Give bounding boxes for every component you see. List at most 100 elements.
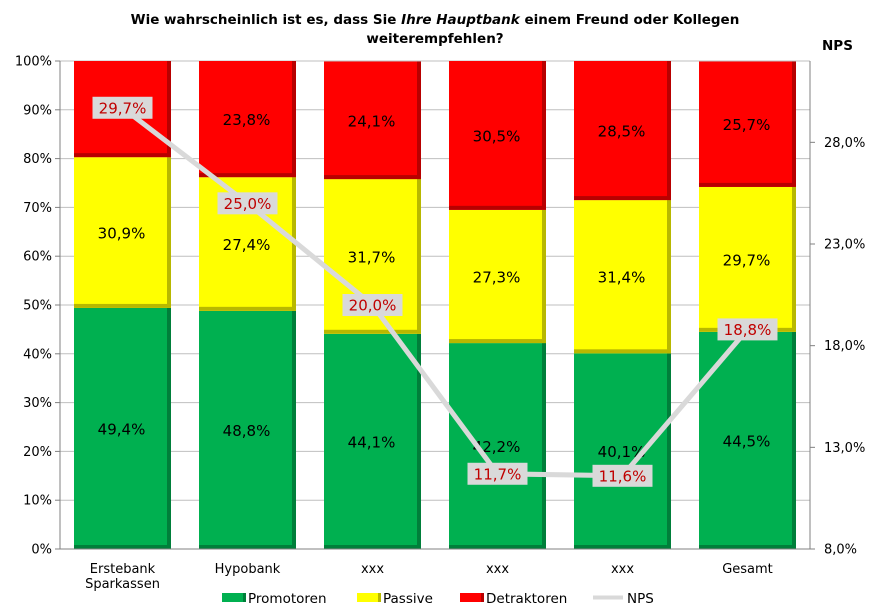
bar-segment-bottom-shade	[324, 545, 417, 549]
data-label: 44,5%	[723, 432, 771, 450]
bar-segment-bottom-shade	[199, 306, 292, 311]
chart-title-line-1: Wie wahrscheinlich ist es, dass Sie Ihre…	[131, 12, 740, 28]
bar-segment-promotoren	[574, 353, 671, 549]
bar-segment-promotoren	[449, 343, 546, 549]
data-label: 25,7%	[723, 116, 771, 134]
y-tick-label: 100%	[15, 55, 52, 70]
bar-segment-bottom-shade	[199, 173, 292, 178]
bar-segment-side-shade	[292, 61, 296, 178]
bar-segment-bottom-shade	[74, 303, 167, 308]
y-tick-label: 30%	[23, 396, 52, 411]
chart-title-line-2: weiterempfehlen?	[366, 31, 503, 47]
bar-segment-side-shade	[417, 61, 421, 180]
x-tick-label: Hypobank	[215, 562, 281, 577]
y2-tick-label: 18,0%	[824, 339, 865, 354]
y-tick-label: 0%	[31, 543, 52, 558]
y-tick-label: 60%	[23, 250, 52, 265]
nps-line-layer: 29,7% 25,0% 20,0% 11,7% 11,6% 18,8%	[92, 96, 778, 487]
bar-segment-side-shade	[542, 343, 546, 549]
bar-segment-bottom-shade	[574, 196, 667, 201]
y2-tick-label: 28,0%	[824, 136, 865, 151]
nps-data-label: 20,0%	[349, 297, 397, 315]
y2-tick-label: 13,0%	[824, 441, 865, 456]
y2-tick-label: 8,0%	[824, 543, 857, 558]
bar-segment-side-shade	[792, 61, 796, 187]
bar-segment-bottom-shade	[449, 205, 542, 210]
bar-segment-side-shade	[667, 353, 671, 549]
bar-segment-bottom-shade	[449, 545, 542, 549]
data-label: 31,4%	[598, 269, 646, 287]
nps-data-label: 25,0%	[224, 195, 272, 213]
legend-label: Detraktoren	[486, 591, 567, 607]
legend-swatch-promotoren	[222, 593, 246, 602]
bar-segment-detraktoren	[574, 61, 671, 201]
y-tick-label: 10%	[23, 494, 52, 509]
legend-label: NPS	[627, 591, 654, 607]
data-label: 31,7%	[348, 248, 396, 266]
axes: 0% 10% 20% 30% 40% 50% 60% 70% 80% 90% 100% 8,0% 13,…	[15, 55, 865, 593]
nps-data-label: 29,7%	[99, 99, 147, 117]
bar-segment-side-shade	[292, 310, 296, 549]
data-label: 27,4%	[223, 236, 271, 254]
data-label: 28,5%	[598, 123, 646, 141]
nps-label-box	[92, 96, 153, 119]
nps-label-box	[342, 294, 403, 316]
legend-swatch-shade	[378, 593, 381, 602]
legend-swatch-passive	[357, 593, 381, 602]
bar-segment-side-shade	[667, 61, 671, 201]
y-tick-label: 20%	[23, 445, 52, 460]
nps-label-box	[592, 464, 653, 487]
y-tick-label: 90%	[23, 103, 52, 118]
bar-segment-promotoren	[74, 307, 171, 549]
data-label: 27,3%	[473, 268, 521, 286]
bar-segment-bottom-shade	[74, 153, 167, 158]
data-label: 29,7%	[723, 251, 771, 269]
bar-segment-side-shade	[542, 209, 546, 344]
x-tick-label: xxx	[486, 562, 509, 577]
data-label: 42,2%	[473, 438, 521, 456]
bar-segment-side-shade	[417, 179, 421, 334]
bar-segment-promotoren	[324, 333, 421, 549]
bar-segment-bottom-shade	[199, 545, 292, 549]
gridlines	[60, 60, 810, 550]
bar-segment-side-shade	[417, 333, 421, 549]
nps-data-label: 11,7%	[474, 465, 522, 483]
bar-segment-detraktoren	[449, 61, 546, 210]
bar-layer: 49,4%30,9%19,7%48,8%27,4%23,8%44,1%31,7%…	[74, 61, 796, 549]
nps-data-label: 18,8%	[724, 321, 772, 339]
bar-segment-detraktoren	[324, 61, 421, 180]
x-tick-label: xxx	[611, 562, 634, 577]
y-tick-label: 80%	[23, 152, 52, 167]
bar-segment-side-shade	[167, 157, 171, 308]
bar-segment-bottom-shade	[574, 349, 667, 354]
nps-label-box	[467, 462, 528, 485]
legend-swatch-detraktoren	[460, 593, 484, 602]
y-tick-label: 40%	[23, 347, 52, 362]
data-label: 30,5%	[473, 127, 521, 145]
data-label: 23,8%	[223, 111, 271, 129]
bar-segment-passive	[449, 209, 546, 344]
legend-swatch-shade	[243, 593, 246, 602]
legend-swatch-shade	[481, 593, 484, 602]
bar-segment-passive	[699, 186, 796, 332]
bar-segment-side-shade	[792, 331, 796, 549]
bar-segment-detraktoren	[699, 61, 796, 187]
legend-label: Promotoren	[248, 591, 327, 607]
bar-segment-side-shade	[542, 61, 546, 210]
legend: Promotoren Passive Detraktoren NPS	[222, 591, 654, 607]
data-label: 40,1%	[598, 443, 646, 461]
nps-label-box	[717, 318, 778, 341]
y2-tick-label: 23,0%	[824, 238, 865, 253]
bar-segment-detraktoren	[199, 61, 296, 178]
bar-segment-side-shade	[667, 200, 671, 354]
bar-segment-bottom-shade	[699, 182, 792, 187]
nps-data-label: 11,6%	[599, 467, 647, 485]
nps-line	[120, 105, 750, 479]
x-tick-label: Gesamt	[722, 562, 773, 577]
x-tick-label: xxx	[361, 562, 384, 577]
bar-segment-promotoren	[199, 310, 296, 549]
data-label: 24,1%	[348, 112, 396, 130]
bar-segment-bottom-shade	[449, 339, 542, 344]
bar-segment-side-shade	[167, 307, 171, 549]
